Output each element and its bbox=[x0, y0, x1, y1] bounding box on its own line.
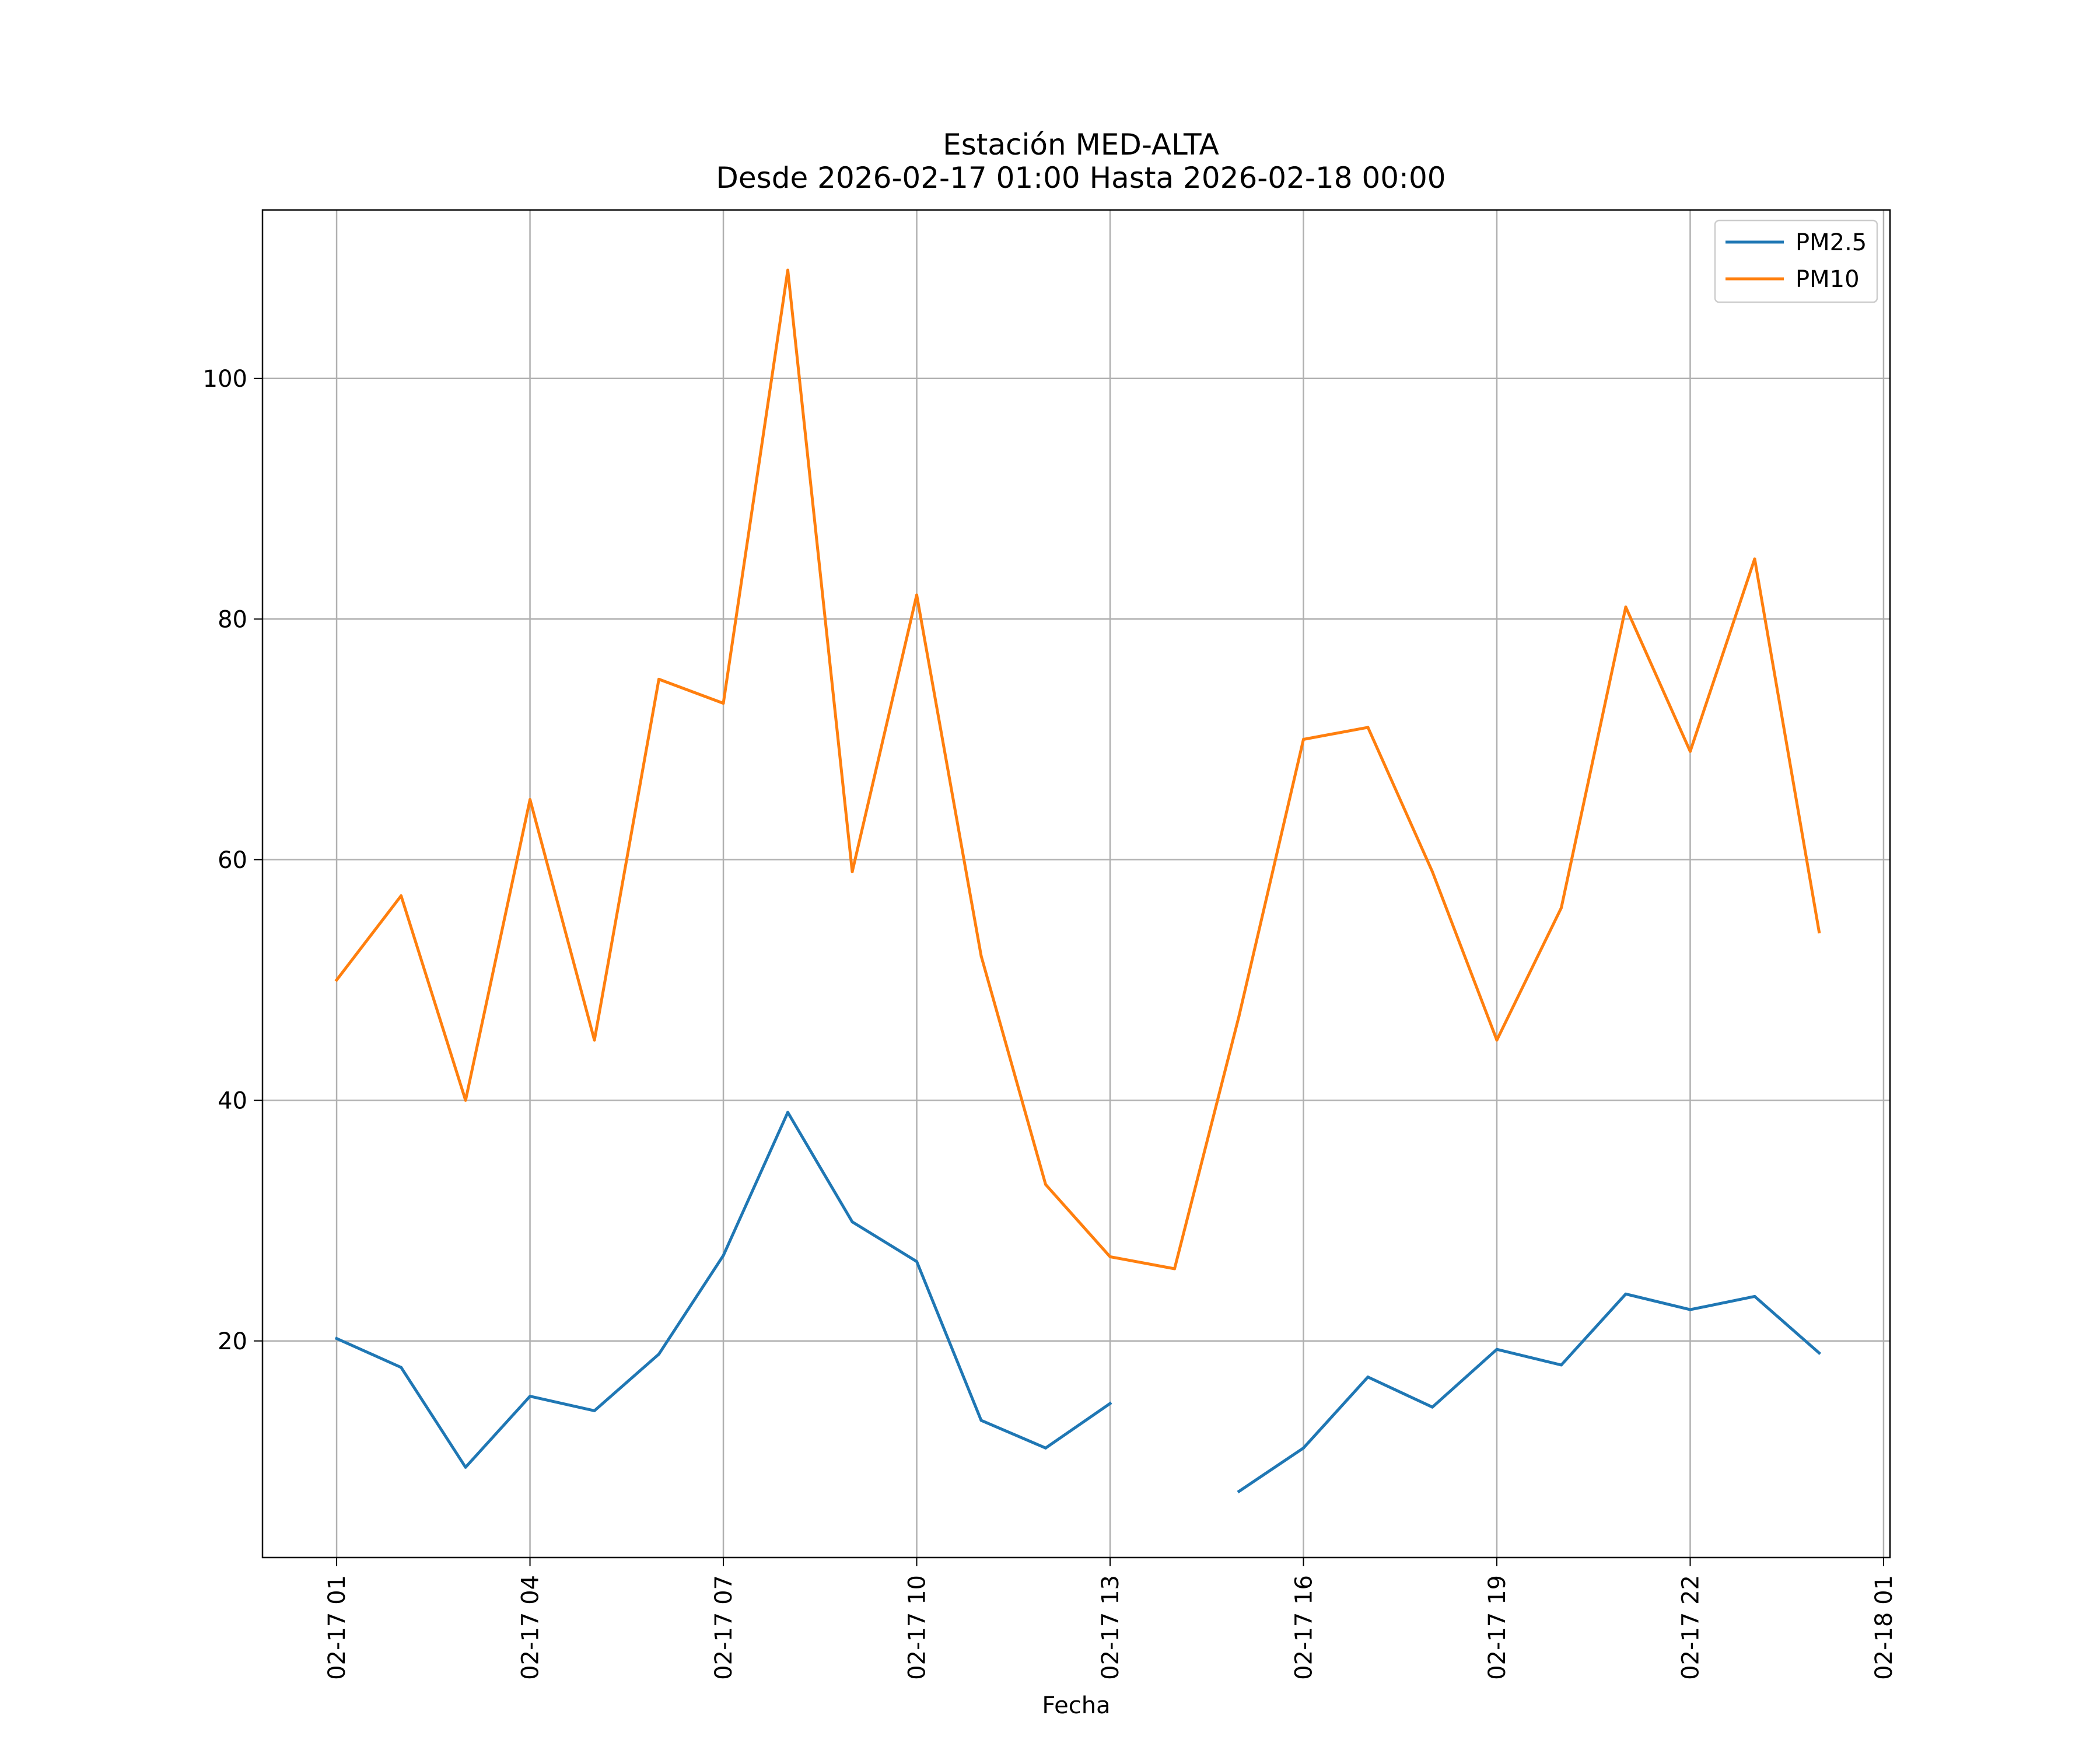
data-point-pm25 bbox=[1237, 1490, 1241, 1493]
plot-area-frame bbox=[261, 209, 1891, 1559]
x-tick-label: 02-17 04 bbox=[517, 1575, 544, 1680]
data-point-pm10 bbox=[722, 702, 725, 705]
y-tick-label: 60 bbox=[218, 847, 247, 874]
data-point-pm10 bbox=[1817, 930, 1821, 933]
data-point-pm10 bbox=[786, 268, 790, 272]
data-point-pm25 bbox=[335, 1337, 338, 1340]
data-point-pm10 bbox=[1624, 606, 1628, 609]
data-point-pm25 bbox=[657, 1352, 661, 1356]
x-tick-label: 02-17 13 bbox=[1097, 1575, 1124, 1680]
data-point-pm10 bbox=[657, 677, 661, 681]
data-point-pm10 bbox=[1559, 906, 1563, 909]
data-point-pm25 bbox=[593, 1409, 596, 1412]
data-point-pm10 bbox=[1301, 738, 1305, 741]
data-point-pm10 bbox=[1430, 870, 1434, 873]
chart-title: Estación MED-ALTA bbox=[943, 128, 1219, 162]
x-axis-label: Fecha bbox=[1042, 1692, 1110, 1719]
y-tick-label: 20 bbox=[218, 1328, 247, 1355]
data-point-pm10 bbox=[1108, 1255, 1112, 1258]
data-point-pm25 bbox=[722, 1254, 725, 1257]
x-tick-label: 02-17 07 bbox=[710, 1575, 737, 1680]
y-tick-label: 80 bbox=[218, 606, 247, 633]
data-point-pm10 bbox=[400, 894, 403, 898]
chart-subtitle: Desde 2026-02-17 01:00 Hasta 2026-02-18 … bbox=[716, 161, 1446, 195]
data-point-pm10 bbox=[1495, 1038, 1499, 1042]
grid bbox=[262, 210, 1890, 1558]
data-point-pm25 bbox=[1108, 1402, 1112, 1405]
data-point-pm25 bbox=[915, 1260, 919, 1264]
y-tick-label: 40 bbox=[218, 1087, 247, 1114]
data-point-pm25 bbox=[1301, 1446, 1305, 1450]
data-point-pm10 bbox=[593, 1038, 596, 1042]
x-tick-label: 02-17 19 bbox=[1484, 1575, 1511, 1680]
data-point-pm25 bbox=[1624, 1292, 1628, 1296]
data-point-pm25 bbox=[1753, 1294, 1756, 1298]
data-point-pm25 bbox=[528, 1395, 532, 1398]
data-point-pm10 bbox=[1044, 1183, 1048, 1186]
data-point-pm25 bbox=[1366, 1376, 1370, 1379]
data-point-pm10 bbox=[335, 978, 338, 982]
x-tick-label: 02-17 22 bbox=[1677, 1575, 1704, 1680]
data-point-pm10 bbox=[464, 1098, 467, 1102]
data-point-pm25 bbox=[850, 1220, 854, 1224]
data-point-pm10 bbox=[1688, 750, 1692, 753]
data-point-pm25 bbox=[1559, 1363, 1563, 1367]
x-tick-label: 02-17 01 bbox=[324, 1575, 351, 1680]
data-point-pm25 bbox=[400, 1366, 403, 1369]
x-tick-label: 02-17 10 bbox=[904, 1575, 931, 1680]
data-point-pm25 bbox=[1495, 1348, 1499, 1351]
data-point-pm25 bbox=[1817, 1351, 1821, 1354]
data-point-pm10 bbox=[850, 870, 854, 873]
x-tick-label: 02-18 01 bbox=[1871, 1575, 1898, 1680]
axis-ticks: 02-17 01 02-17 04 02-17 07 02-17 10 02-17 13… bbox=[203, 366, 1898, 1680]
data-point-pm25 bbox=[1044, 1446, 1048, 1450]
series-lines bbox=[334, 268, 1822, 1494]
data-point-pm10 bbox=[979, 954, 983, 958]
data-point-pm25 bbox=[979, 1419, 983, 1422]
x-tick-label: 02-17 16 bbox=[1290, 1575, 1317, 1680]
legend: PM2.5 PM10 bbox=[1714, 219, 1878, 303]
data-point-pm10 bbox=[915, 593, 919, 597]
data-point-pm25 bbox=[786, 1111, 790, 1114]
data-point-pm10 bbox=[1173, 1267, 1177, 1270]
y-tick-label: 100 bbox=[203, 366, 247, 393]
legend-label-pm10: PM10 bbox=[1796, 266, 1860, 293]
series-line-pm10 bbox=[334, 268, 1821, 1270]
data-point-pm10 bbox=[1237, 1014, 1241, 1018]
series-line-pm25 bbox=[1237, 1292, 1822, 1494]
legend-label-pm25: PM2.5 bbox=[1796, 229, 1867, 256]
data-point-pm10 bbox=[528, 798, 532, 802]
data-point-pm10 bbox=[1366, 726, 1370, 729]
data-point-pm10 bbox=[1753, 557, 1756, 561]
data-point-pm25 bbox=[1430, 1405, 1434, 1409]
data-point-pm25 bbox=[464, 1465, 467, 1469]
data-point-pm25 bbox=[1688, 1308, 1692, 1311]
